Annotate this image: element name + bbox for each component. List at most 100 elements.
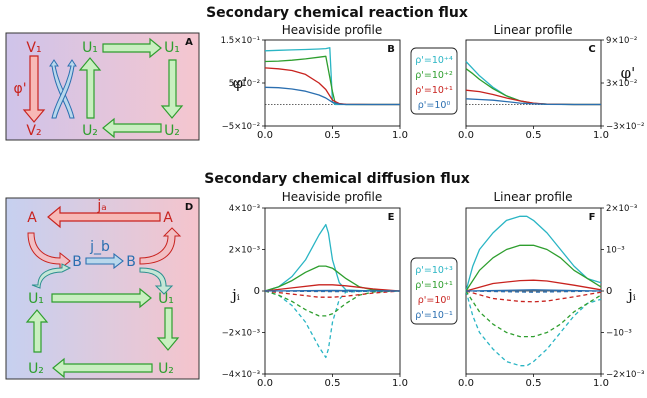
panel-label-e: E bbox=[388, 212, 395, 223]
label-u1-left-d: U₁ bbox=[28, 291, 44, 307]
y-tick-label: 9×10⁻² bbox=[606, 36, 637, 46]
x-tick-label: 0.5 bbox=[325, 378, 341, 389]
chart-e-ylabel: jᵢ bbox=[230, 286, 240, 304]
chart-e: Heaviside profile E jᵢ 0.0 0.5 1.0 −4×10⁻³ −… bbox=[222, 190, 408, 389]
panel-label-a: A bbox=[185, 37, 193, 48]
y-tick-label: −2×10⁻³ bbox=[606, 370, 644, 380]
label-a-left: A bbox=[27, 210, 37, 226]
u1-to-b-arrow bbox=[31, 263, 72, 289]
label-v2: V₂ bbox=[26, 123, 41, 139]
u1-to-u2-arrow bbox=[160, 59, 184, 119]
chart-b-plot: 0.0 0.5 1.0 −5×10⁻² 5×10⁻² 1.5×10⁻¹ bbox=[221, 36, 408, 141]
chart-b-title: Heaviside profile bbox=[282, 23, 383, 37]
chart-c-ylabel: φ' bbox=[621, 64, 636, 82]
y-tick-label: 0 bbox=[606, 286, 612, 297]
label-v1: V₁ bbox=[26, 40, 41, 56]
x-tick-label: 1.0 bbox=[593, 378, 609, 389]
label-u2-right: U₂ bbox=[164, 123, 180, 139]
series-line bbox=[465, 290, 602, 293]
y-tick-label: −3×10⁻² bbox=[606, 122, 644, 132]
diagram-d: D A A jₐ j_b B B U₁ U₁ U₂ U₂ bbox=[5, 197, 200, 380]
x-tick-label: 1.0 bbox=[392, 130, 408, 141]
label-b-right: B bbox=[126, 254, 136, 270]
series-line bbox=[465, 290, 602, 367]
y-tick-label: 5×10⁻² bbox=[229, 79, 260, 89]
chart-c-title: Linear profile bbox=[493, 23, 572, 37]
series-line bbox=[264, 67, 400, 106]
series-line bbox=[465, 244, 602, 292]
cross-arrow-right bbox=[51, 59, 77, 119]
legend-top-item: ρ'=10⁰ bbox=[418, 100, 451, 111]
y-tick-label: 1.5×10⁻¹ bbox=[221, 36, 260, 46]
x-tick-label: 1.0 bbox=[593, 130, 609, 141]
chart-c: Linear profile C φ' 0.0 0.5 1.0−3×10⁻² 3×10… bbox=[458, 23, 644, 141]
b-flux-arrow bbox=[85, 252, 124, 270]
series-line bbox=[264, 290, 401, 293]
y-tick-label: −10⁻³ bbox=[606, 329, 632, 339]
chart-c-plot: 0.0 0.5 1.0−3×10⁻² 3×10⁻² 9×10⁻² bbox=[458, 36, 644, 141]
legend-bottom-item: ρ'=10⁺¹ bbox=[415, 280, 453, 291]
label-phi: φ' bbox=[13, 81, 26, 97]
series-line bbox=[264, 47, 400, 106]
series-line bbox=[264, 290, 401, 298]
u2-to-u2-arrow bbox=[102, 117, 162, 139]
label-jb: j_b bbox=[89, 239, 110, 255]
y-tick-label: 2×10⁻³ bbox=[229, 246, 260, 256]
legend-bottom-item: ρ'=10⁰ bbox=[418, 295, 451, 306]
legend-bottom-item: ρ'=10⁺³ bbox=[415, 265, 453, 276]
u1-to-u2-arrow-d bbox=[156, 307, 180, 351]
series-line bbox=[264, 86, 400, 106]
u1-to-u1-arrow bbox=[102, 37, 162, 59]
b-to-a-right-arrow bbox=[139, 227, 182, 265]
label-b-left: B bbox=[72, 254, 82, 270]
y-tick-label: 10⁻³ bbox=[606, 246, 625, 256]
chart-b-frame bbox=[264, 39, 401, 127]
y-tick-label: −2×10⁻³ bbox=[222, 329, 260, 339]
series-line bbox=[465, 290, 602, 338]
legend-bottom-box bbox=[410, 257, 458, 325]
series-line bbox=[465, 98, 601, 106]
series-line bbox=[465, 289, 602, 292]
chart-e-plot: 0.0 0.5 1.0 −4×10⁻³ −2×10⁻³ 0 2×10⁻³ 4×10⁻³ bbox=[222, 204, 408, 389]
y-tick-label: 3×10⁻² bbox=[606, 79, 637, 89]
x-tick-label: 0.0 bbox=[257, 378, 273, 389]
label-u2-right-d: U₂ bbox=[158, 361, 174, 377]
legend-bottom: ρ'=10⁺³ ρ'=10⁺¹ ρ'=10⁰ ρ'=10⁻¹ bbox=[410, 257, 458, 325]
x-tick-label: 1.0 bbox=[392, 378, 408, 389]
panel-label-f: F bbox=[589, 212, 596, 223]
label-u2-left: U₂ bbox=[82, 123, 98, 139]
y-tick-label: 4×10⁻³ bbox=[229, 204, 260, 214]
u1-to-u1-arrow-d bbox=[51, 287, 152, 309]
series-line bbox=[264, 290, 401, 317]
v1-to-v2-arrow bbox=[22, 55, 46, 123]
section-title-top: Secondary chemical reaction flux bbox=[206, 5, 468, 21]
x-tick-label: 0.5 bbox=[325, 130, 341, 141]
label-u2-left-d: U₂ bbox=[28, 361, 44, 377]
series-line bbox=[264, 284, 401, 292]
u2-to-u1-arrow bbox=[78, 57, 102, 119]
cross-arrow-left bbox=[49, 59, 75, 119]
u2-to-u2-arrow-d bbox=[52, 357, 153, 379]
y-tick-label: −4×10⁻³ bbox=[222, 370, 260, 380]
panel-label-d: D bbox=[185, 202, 193, 213]
chart-b-ylabel: φ' bbox=[233, 74, 248, 92]
chart-f-plot: 0.0 0.5 1.0−2×10⁻³ −10⁻³ 0 10⁻³ 2×10⁻³ bbox=[458, 204, 644, 389]
series-line bbox=[465, 89, 601, 106]
b-to-u1-arrow bbox=[139, 267, 174, 295]
series-line bbox=[465, 279, 602, 292]
chart-f-title: Linear profile bbox=[493, 190, 572, 204]
chart-c-frame bbox=[465, 39, 602, 127]
x-tick-label: 0.0 bbox=[257, 130, 273, 141]
y-tick-label: 2×10⁻³ bbox=[606, 204, 637, 214]
series-line bbox=[465, 68, 601, 106]
legend-top-item: ρ'=10⁺¹ bbox=[415, 85, 453, 96]
label-u1-right: U₁ bbox=[164, 40, 180, 56]
chart-b: Heaviside profile B φ' 0.0 0.5 1.0 −5×10⁻² 5… bbox=[221, 23, 408, 141]
legend-top-item: ρ'=10⁺² bbox=[415, 70, 453, 81]
series-line bbox=[264, 265, 401, 292]
legend-top-item: ρ'=10⁺⁴ bbox=[415, 55, 453, 66]
chart-f-ylabel: jᵢ bbox=[626, 286, 636, 304]
x-tick-label: 0.5 bbox=[526, 378, 542, 389]
series-line bbox=[465, 61, 601, 106]
section-title-bottom: Secondary chemical diffusion flux bbox=[204, 171, 470, 187]
